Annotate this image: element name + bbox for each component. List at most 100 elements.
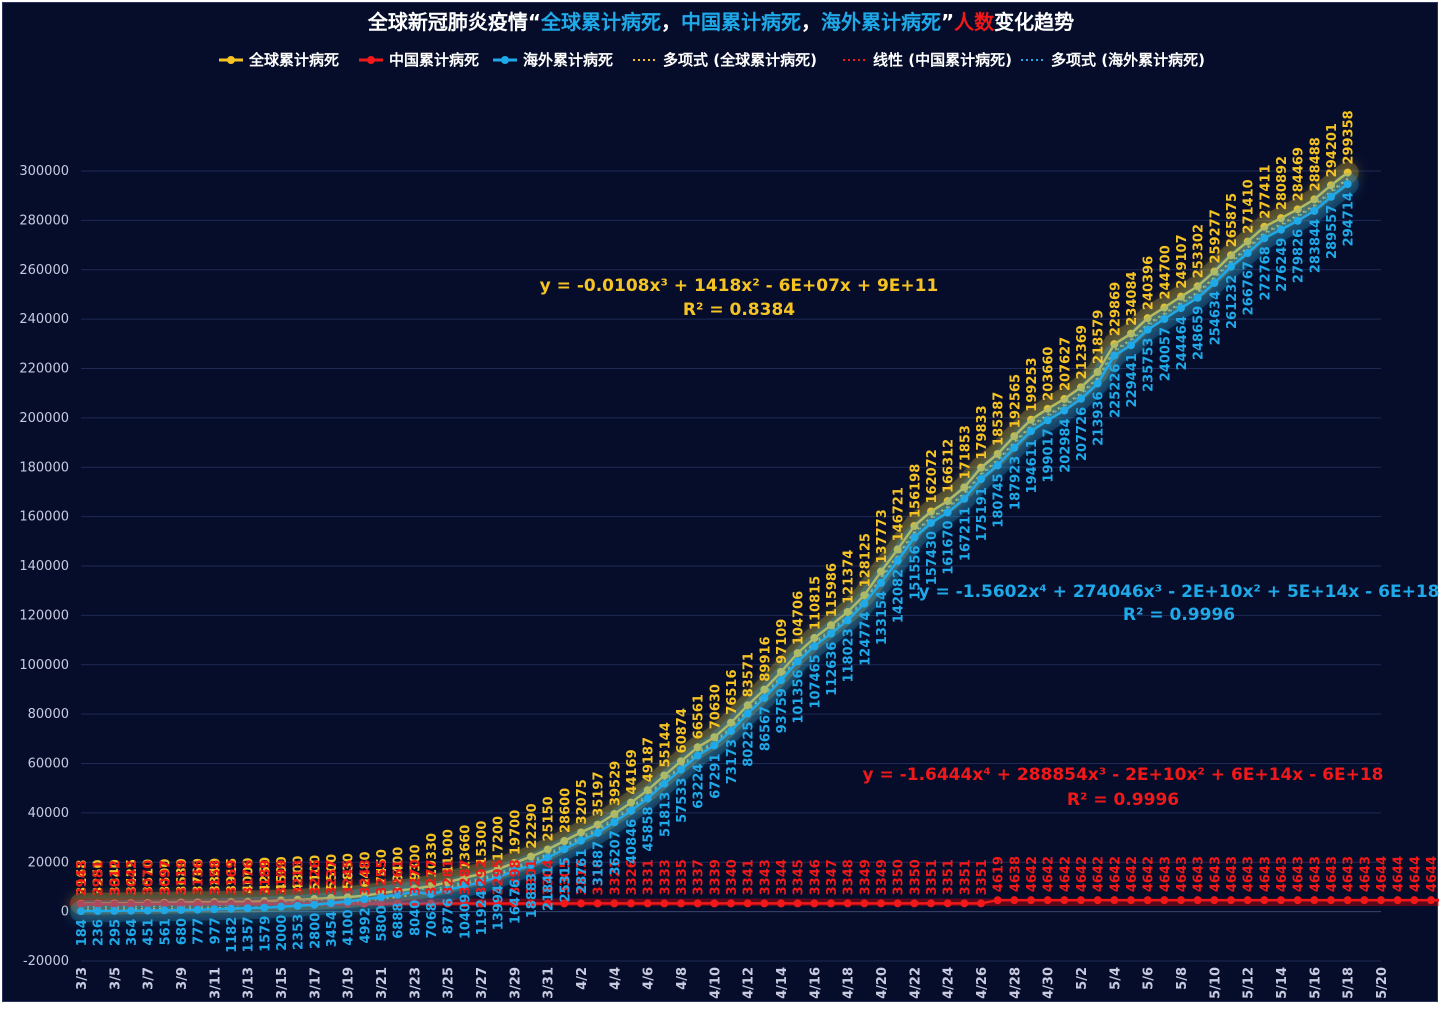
overseas-data-label: 266767 <box>1242 261 1257 315</box>
china-point <box>593 899 602 908</box>
china-data-label: 3345 <box>792 859 807 895</box>
overseas-point <box>1077 394 1085 403</box>
global-data-label: 35197 <box>592 771 607 816</box>
overseas-data-label: 57533 <box>675 778 690 823</box>
overseas-data-label: 80225 <box>742 722 757 767</box>
china-point <box>743 899 752 908</box>
china-point <box>1077 896 1085 905</box>
global-data-label: 185387 <box>992 392 1007 446</box>
overseas-data-label: 240057 <box>1158 327 1173 381</box>
overseas-point <box>1027 427 1035 436</box>
y-tick-label: 60000 <box>28 757 69 772</box>
global-data-label: 97109 <box>775 619 790 664</box>
china-data-label: 3343 <box>758 859 773 895</box>
china-point <box>1093 896 1102 905</box>
overseas-data-label: 107465 <box>808 654 823 708</box>
title-quote: ” <box>941 10 954 34</box>
overseas-data-label: 194611 <box>1025 439 1040 493</box>
global-data-label: 3915 <box>225 858 240 894</box>
overseas-data-label: 236 <box>92 919 107 946</box>
y-tick-label: 180000 <box>19 460 69 475</box>
overseas-point <box>560 845 569 854</box>
china-point <box>993 896 1002 905</box>
overseas-point <box>210 905 219 914</box>
china-point <box>1393 896 1402 905</box>
china-data-label: 3226 <box>308 859 323 895</box>
x-tick-label: 3/15 <box>275 967 290 999</box>
global-data-label: 171853 <box>958 425 973 479</box>
global-data-label: 121374 <box>842 550 857 604</box>
overseas-point <box>310 900 319 909</box>
china-point <box>577 899 585 908</box>
global-data-label: 7450 <box>375 849 390 885</box>
china-data-label: 2981 <box>92 860 107 896</box>
x-tick-label: 4/18 <box>842 967 857 999</box>
china-data-label: 3012 <box>108 860 123 896</box>
overseas-data-label: 133154 <box>875 591 890 645</box>
overseas-data-label: 295 <box>108 919 123 946</box>
overseas-trend-r2: R² = 0.9996 <box>1123 605 1235 625</box>
china-point <box>1110 896 1119 905</box>
china-data-label: 3261 <box>392 859 407 895</box>
global-data-label: 156198 <box>908 464 923 518</box>
china-point <box>877 899 885 908</box>
global-data-label: 4800 <box>292 856 307 892</box>
x-tick-label: 3/29 <box>508 967 523 999</box>
china-data-label: 3316 <box>592 859 607 895</box>
overseas-data-label: 18883 <box>525 873 540 918</box>
overseas-data-label: 13994 <box>492 885 507 930</box>
overseas-point <box>810 642 819 651</box>
overseas-data-label: 187923 <box>1008 456 1023 510</box>
y-axis: -20000 0 20000 40000 60000 80000 100000 120000 1… <box>19 164 69 969</box>
china-point <box>477 899 485 908</box>
china-point <box>1010 896 1019 905</box>
global-data-label: 70630 <box>708 684 723 729</box>
overseas-data-label: 2353 <box>292 914 307 950</box>
china-point <box>1177 896 1185 905</box>
china-point <box>1327 896 1335 905</box>
china-data-label: 3312 <box>575 859 590 895</box>
overseas-data-label: 451 <box>142 919 157 946</box>
overseas-data-label: 67291 <box>708 754 723 799</box>
china-point <box>793 899 802 908</box>
overseas-data-label: 777 <box>192 918 207 945</box>
overseas-point <box>960 494 969 503</box>
global-data-label: 3680 <box>175 858 190 894</box>
x-tick-label: 4/12 <box>742 967 757 999</box>
china-data-label: 3245 <box>342 859 357 895</box>
overseas-point <box>110 906 119 915</box>
china-point <box>860 899 869 908</box>
overseas-point <box>693 751 702 760</box>
legend-label: 多项式 (全球累计病死) <box>663 51 817 69</box>
y-tick-label: 100000 <box>19 658 69 673</box>
global-trend-equation: y = -0.0108x³ + 1418x² - 6E+07x + 9E+11 <box>540 276 939 296</box>
china-data-label: 3348 <box>842 859 857 895</box>
x-tick-label: 3/25 <box>442 967 457 999</box>
y-tick-label: 80000 <box>28 707 69 722</box>
x-tick-label: 3/19 <box>342 967 357 999</box>
china-point <box>760 899 769 908</box>
global-data-label: 162072 <box>925 449 940 503</box>
overseas-data-label: 1357 <box>242 916 257 952</box>
overseas-data-label: 175191 <box>975 487 990 541</box>
overseas-data-label: 184 <box>75 919 90 946</box>
overseas-point <box>510 866 519 875</box>
global-data-label: 259277 <box>1208 209 1223 263</box>
china-point <box>510 899 519 908</box>
x-tick-label: 4/26 <box>975 967 990 999</box>
overseas-point <box>993 461 1002 470</box>
x-tick-label: 5/2 <box>1075 967 1090 990</box>
x-tick-label: 5/4 <box>1108 967 1123 990</box>
china-point <box>977 899 985 908</box>
global-data-label: 28600 <box>558 788 573 833</box>
overseas-data-label: 213936 <box>1092 391 1107 445</box>
china-point <box>1277 896 1285 905</box>
global-data-label: 25150 <box>542 796 557 841</box>
overseas-data-label: 142082 <box>892 569 907 623</box>
china-point <box>493 899 502 908</box>
china-data-label: 4643 <box>1208 856 1223 892</box>
overseas-data-label: 45858 <box>642 806 657 851</box>
title-sep-2: ， <box>801 10 821 34</box>
china-point <box>643 899 652 908</box>
china-data-label: 3339 <box>708 859 723 895</box>
